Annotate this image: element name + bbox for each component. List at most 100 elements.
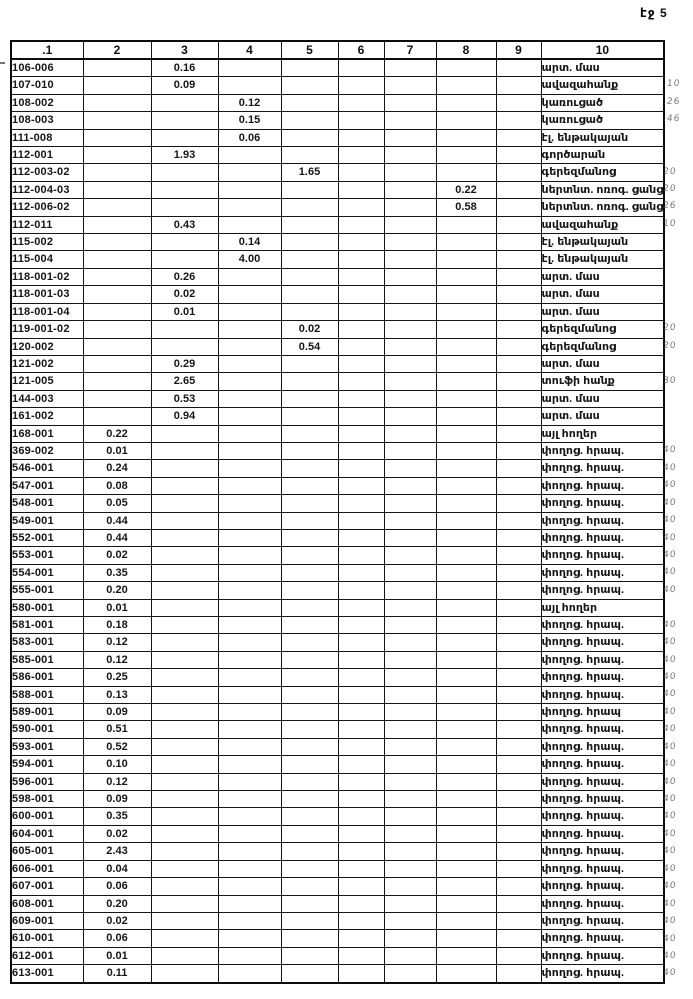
area-value-cell: 0.02 (82, 911, 152, 931)
margin-mark: 26 (662, 201, 677, 212)
area-value-cell (150, 668, 219, 687)
table-row: 121-002 0.29 արտ. մաս (10, 354, 665, 374)
table-row: 594-001 0.10 փողոց. հրապ. (10, 755, 665, 774)
area-value-cell (337, 180, 385, 200)
area-value-cell (383, 320, 437, 339)
area-value-cell (337, 668, 385, 687)
area-value-cell (217, 198, 282, 217)
area-value-cell (435, 441, 497, 461)
area-value-cell (337, 337, 385, 356)
table-row: 585-001 0.12 փողոց. հրապ. (10, 650, 665, 670)
land-use-cell: փողոց. հրապ. (540, 668, 665, 687)
area-value-cell (150, 703, 219, 722)
area-value-cell (337, 650, 385, 670)
area-value-cell (82, 389, 152, 409)
area-value-cell (217, 215, 282, 235)
area-value-cell (435, 250, 497, 269)
area-value-cell (435, 389, 497, 409)
area-value-cell (435, 58, 497, 78)
table-row: 112-006-02 0.58 ներտնտ. ոռոգ. ցանց (10, 198, 665, 217)
area-value-cell: 0.01 (82, 441, 152, 461)
area-value-cell: 0.16 (150, 58, 219, 78)
area-value-cell (280, 93, 339, 113)
area-value-cell (150, 320, 219, 339)
parcel-code-cell: 369-002 (10, 441, 84, 461)
area-value-cell (150, 528, 219, 548)
area-value-cell: 1.93 (150, 146, 219, 165)
area-value-cell: 0.13 (82, 685, 152, 705)
area-value-cell (150, 650, 219, 670)
area-value-cell (150, 337, 219, 356)
area-value-cell: 0.44 (82, 528, 152, 548)
table-row: 607-001 0.06 փողոց. հրապ. (10, 877, 665, 896)
parcel-code-cell: 553-001 (10, 546, 84, 565)
area-value-cell (383, 546, 437, 565)
area-value-cell (150, 737, 219, 757)
area-value-cell (337, 215, 385, 235)
area-value-cell (435, 772, 497, 792)
land-use-cell: արտ. մաս (540, 285, 665, 304)
area-value-cell (337, 615, 385, 635)
column-header-10: 10 (540, 40, 665, 60)
area-value-cell (150, 198, 219, 217)
area-value-cell (337, 546, 385, 565)
area-value-cell (383, 494, 437, 513)
area-value-cell (435, 372, 497, 391)
area-value-cell: 0.02 (150, 285, 219, 304)
area-value-cell (495, 668, 542, 687)
area-value-cell (337, 737, 385, 757)
area-value-cell: 0.02 (280, 320, 339, 339)
area-value-cell (217, 859, 282, 879)
area-value-cell (337, 790, 385, 809)
area-value-cell (150, 807, 219, 826)
area-value-cell: 0.12 (82, 650, 152, 670)
area-value-cell (435, 703, 497, 722)
area-value-cell: 0.04 (82, 859, 152, 879)
area-value-cell (82, 250, 152, 269)
area-value-cell (383, 180, 437, 200)
area-value-cell (280, 790, 339, 809)
area-value-cell (217, 790, 282, 809)
table-row: 612-001 0.01 փողոց. հրապ. (10, 946, 665, 966)
table-row: 546-001 0.24 փողոց. հրապ. (10, 459, 665, 478)
area-value-cell: 0.26 (150, 267, 219, 287)
column-header-4: 4 (217, 40, 282, 60)
parcel-code-cell: 121-002 (10, 354, 84, 374)
area-value-cell (217, 372, 282, 391)
area-value-cell (383, 146, 437, 165)
parcel-code-cell: 594-001 (10, 755, 84, 774)
area-value-cell: 0.35 (82, 563, 152, 583)
area-value-cell (150, 772, 219, 792)
area-value-cell (150, 929, 219, 948)
area-value-cell (495, 372, 542, 391)
area-value-cell (280, 807, 339, 826)
parcel-code-cell: 112-003-02 (10, 163, 84, 182)
area-value-cell (337, 807, 385, 826)
area-value-cell (280, 737, 339, 757)
land-use-cell: փողոց. հրապ (540, 703, 665, 722)
area-value-cell (383, 459, 437, 478)
margin-mark: 40 (662, 532, 677, 543)
area-value-cell (337, 285, 385, 304)
area-value-cell (495, 146, 542, 165)
table-row: 115-002 0.14 էլ. ենթակայան (10, 233, 665, 252)
area-value-cell (383, 598, 437, 618)
margin-mark: 10 (662, 218, 677, 229)
area-value-cell (435, 302, 497, 322)
area-value-cell (280, 494, 339, 513)
margin-mark: 40 (662, 497, 677, 508)
area-value-cell (435, 615, 497, 635)
area-value-cell: 0.53 (150, 389, 219, 409)
area-value-cell (280, 441, 339, 461)
area-value-cell (435, 320, 497, 339)
area-value-cell (495, 407, 542, 426)
area-value-cell (337, 389, 385, 409)
area-value-cell (82, 407, 152, 426)
parcel-code-cell: 581-001 (10, 615, 84, 635)
margin-mark: 40 (662, 619, 677, 630)
area-value-cell (495, 807, 542, 826)
area-value-cell (383, 615, 437, 635)
parcel-code-cell: 108-002 (10, 93, 84, 113)
area-value-cell (495, 842, 542, 861)
